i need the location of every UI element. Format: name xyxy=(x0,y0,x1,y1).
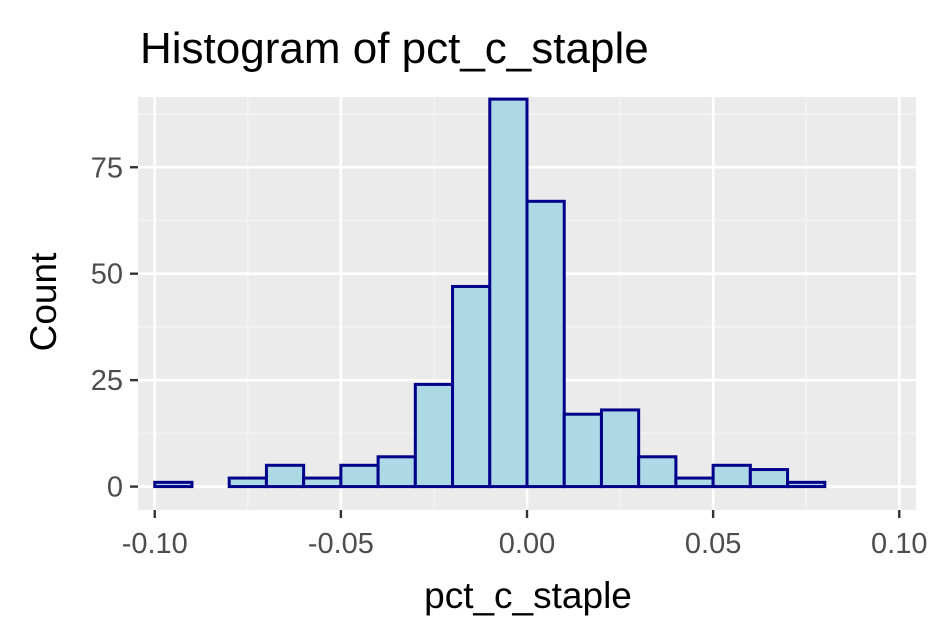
histogram-bar xyxy=(264,463,306,489)
histogram-bar xyxy=(376,455,417,489)
y-tick-label: 75 xyxy=(91,152,123,184)
histogram-bar xyxy=(153,480,194,489)
y-tick-label: 25 xyxy=(91,365,123,397)
chart-title: Histogram of pct_c_staple xyxy=(140,24,649,73)
histogram-bar xyxy=(599,408,641,489)
axes-group: -0.10 -0.05 0.00 0.05 0.10 0 25 50 75 xyxy=(91,152,928,560)
histogram-bar xyxy=(227,476,268,489)
y-axis-title: Count xyxy=(23,252,64,351)
histogram-bar xyxy=(488,97,529,489)
histogram-bar xyxy=(525,199,566,489)
histogram-bar xyxy=(413,382,455,489)
x-tick-label: 0.10 xyxy=(871,528,927,560)
x-tick-label: 0.05 xyxy=(685,528,741,560)
histogram-bar xyxy=(711,463,752,489)
histogram-bar xyxy=(302,476,343,489)
histogram-bar xyxy=(339,463,380,489)
x-tick-label: -0.10 xyxy=(122,528,188,560)
x-tick-label: 0.00 xyxy=(499,528,555,560)
histogram-bar xyxy=(674,476,715,489)
histogram-bar xyxy=(786,480,827,489)
bars-group xyxy=(153,97,827,489)
histogram-bar xyxy=(451,284,492,489)
histogram-bar xyxy=(562,412,603,489)
x-tick-label: -0.05 xyxy=(308,528,374,560)
y-tick-label: 50 xyxy=(91,259,123,291)
y-tick-label: 0 xyxy=(107,472,123,504)
histogram-bar xyxy=(637,455,678,489)
x-axis-title: pct_c_staple xyxy=(424,575,632,616)
histogram-bar xyxy=(748,468,790,489)
